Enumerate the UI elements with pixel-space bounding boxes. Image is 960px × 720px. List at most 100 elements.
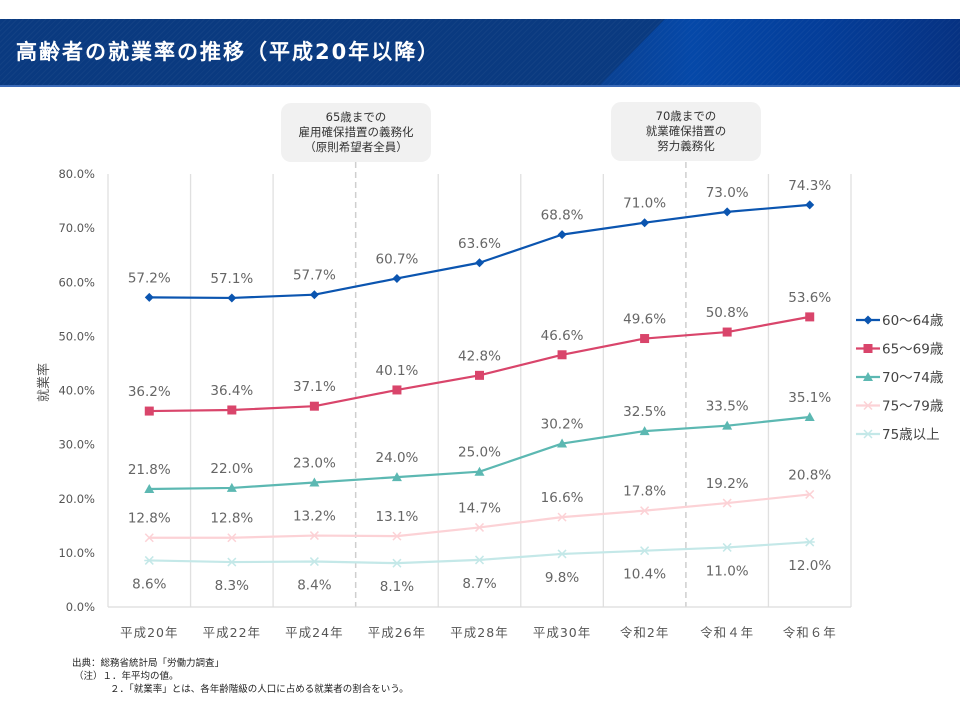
y-tick-label: 20.0% xyxy=(58,492,95,506)
series-4: 12.8% 12.8% 13.2% 13.1% 14.7% 16.6% 17.8% 19.2%… xyxy=(128,467,831,543)
data-label: 11.0% xyxy=(706,563,749,579)
x-tick-label: 平成28年 xyxy=(450,625,508,640)
callout-line: 70歳までの xyxy=(655,109,717,123)
data-label: 57.1% xyxy=(210,271,253,287)
data-point xyxy=(392,273,402,283)
diamond-marker xyxy=(144,292,154,302)
triangle-marker xyxy=(722,420,733,430)
y-tick-label: 40.0% xyxy=(58,384,95,398)
data-point xyxy=(722,498,732,508)
data-point xyxy=(309,477,320,487)
data-label: 14.7% xyxy=(458,500,501,516)
data-point xyxy=(144,406,154,416)
x-marker xyxy=(227,533,237,543)
legend: 60〜64歳 65〜69歳 70〜74歳 75〜79歳 75歳以上 xyxy=(856,313,944,443)
diamond-marker xyxy=(722,207,732,217)
data-point xyxy=(639,426,650,436)
data-point xyxy=(392,385,402,395)
data-label: 50.8% xyxy=(706,305,749,321)
data-label: 22.0% xyxy=(210,461,253,477)
legend-item: 60〜64歳 xyxy=(856,313,944,329)
data-label: 37.1% xyxy=(293,379,336,395)
square-marker xyxy=(805,312,815,322)
y-tick-label: 0.0% xyxy=(66,600,95,614)
data-label: 17.8% xyxy=(623,484,666,500)
asterisk-marker xyxy=(863,429,873,439)
square-marker xyxy=(144,406,154,416)
data-label: 36.2% xyxy=(128,384,171,400)
data-point xyxy=(557,512,567,522)
square-marker xyxy=(475,370,484,380)
data-label: 57.2% xyxy=(128,270,171,286)
data-label: 13.2% xyxy=(293,509,336,525)
x-tick-label: 平成26年 xyxy=(368,625,426,640)
diamond-marker xyxy=(475,258,484,268)
x-marker xyxy=(557,512,567,522)
x-marker xyxy=(640,506,650,516)
data-point xyxy=(144,555,155,565)
triangle-marker xyxy=(639,426,650,436)
data-label: 49.6% xyxy=(623,312,666,328)
callout-line: 雇用確保措置の義務化 xyxy=(298,125,414,139)
x-tick-label: 令和６年 xyxy=(783,625,837,640)
triangle-marker xyxy=(391,472,402,482)
data-point xyxy=(640,218,650,228)
data-point xyxy=(640,334,650,344)
data-label: 68.8% xyxy=(541,208,584,224)
data-label: 40.1% xyxy=(375,363,418,379)
data-point xyxy=(474,466,485,476)
page-title: 高齢者の就業率の推移（平成20年以降） xyxy=(16,40,441,64)
x-marker xyxy=(309,531,319,541)
diamond-marker xyxy=(392,273,402,283)
series-2: 36.2% 36.4% 37.1% 40.1% 42.8% 46.6% 49.6% 50.8%… xyxy=(128,290,831,416)
data-label: 10.4% xyxy=(623,567,666,583)
data-label: 53.6% xyxy=(788,290,831,306)
data-point xyxy=(309,401,319,411)
data-point xyxy=(475,258,484,268)
x-tick-label: 平成22年 xyxy=(203,625,261,640)
data-point xyxy=(805,489,815,499)
data-point xyxy=(391,558,402,568)
legend-marker xyxy=(863,400,873,411)
asterisk-marker xyxy=(144,555,155,565)
legend-label: 65〜69歳 xyxy=(882,342,944,358)
triangle-marker xyxy=(474,466,485,476)
data-point xyxy=(557,438,568,448)
legend-label: 70〜74歳 xyxy=(882,370,944,386)
diamond-marker xyxy=(227,293,237,303)
header-stripe-pattern xyxy=(0,19,960,85)
data-point xyxy=(144,533,154,543)
data-point xyxy=(227,405,237,415)
data-label: 21.8% xyxy=(128,462,171,478)
data-point xyxy=(309,557,320,567)
data-point xyxy=(722,542,733,552)
y-tick-label: 50.0% xyxy=(58,329,95,343)
data-label: 8.4% xyxy=(297,578,331,594)
legend-item: 75〜79歳 xyxy=(856,399,944,415)
data-label: 8.6% xyxy=(132,576,166,592)
x-marker xyxy=(863,400,873,411)
y-tick-label: 70.0% xyxy=(58,221,95,235)
square-marker xyxy=(722,327,732,337)
data-point xyxy=(805,312,815,322)
asterisk-marker xyxy=(639,546,650,556)
asterisk-marker xyxy=(226,557,237,567)
data-point xyxy=(640,506,650,516)
square-marker xyxy=(640,334,650,344)
asterisk-marker xyxy=(309,557,320,567)
data-point xyxy=(309,531,319,541)
data-label: 30.2% xyxy=(541,417,584,433)
data-point xyxy=(227,293,237,303)
data-label: 16.6% xyxy=(541,490,584,506)
footer-source: 出典：総務省統計局「労働力調査」 xyxy=(72,658,225,669)
header-left-panel xyxy=(0,19,665,85)
data-label: 8.3% xyxy=(215,578,249,594)
data-label: 8.1% xyxy=(380,579,414,595)
legend-label: 75歳以上 xyxy=(882,427,940,443)
callout-line: 65歳までの xyxy=(325,110,387,124)
footer-notes: 出典：総務省統計局「労働力調査」 （注）１．年平均の値。 ２．「就業率」とは、各… xyxy=(72,657,409,696)
series-5: 8.6% 8.3% 8.4% 8.1% 8.7% 9.8% 10.4% 11.0% 12.0% xyxy=(132,537,831,595)
data-point xyxy=(722,420,733,430)
data-point xyxy=(722,207,732,217)
data-label: 74.3% xyxy=(788,178,831,194)
